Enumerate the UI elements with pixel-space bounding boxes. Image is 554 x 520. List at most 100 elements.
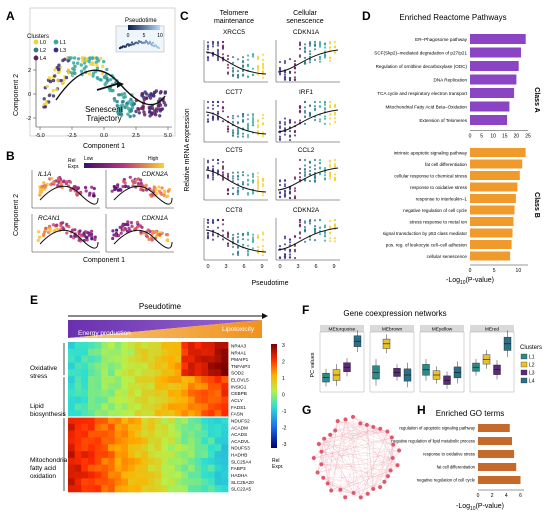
expression-point bbox=[241, 187, 245, 191]
heatmap-cell bbox=[181, 410, 189, 418]
expression-scale-title: Rel Expr. bbox=[68, 158, 79, 170]
heatmap-cell bbox=[181, 485, 189, 493]
heatmap-cell bbox=[88, 457, 96, 465]
heatmap-cell bbox=[148, 485, 156, 493]
expression-point bbox=[211, 172, 215, 175]
cell-point bbox=[153, 111, 157, 116]
gene-name: CCT5 bbox=[226, 147, 243, 154]
expression-point bbox=[221, 218, 225, 222]
heatmap-cell bbox=[121, 444, 129, 452]
network-edge bbox=[324, 438, 374, 490]
heatmap-cell bbox=[148, 382, 156, 390]
cell-point bbox=[113, 187, 117, 191]
expression-point bbox=[221, 45, 225, 49]
expression-point bbox=[328, 117, 332, 120]
trajectory-curve bbox=[113, 185, 173, 205]
expression-point bbox=[251, 116, 255, 120]
expression-point bbox=[333, 163, 337, 166]
heatmap-cell bbox=[214, 355, 222, 363]
heatmap-cell bbox=[208, 348, 216, 356]
heatmap-cell bbox=[194, 485, 202, 493]
expression-point bbox=[206, 57, 210, 60]
cell-point bbox=[95, 63, 99, 68]
heatmap-cell bbox=[181, 417, 189, 425]
expression-point bbox=[206, 120, 210, 123]
heatmap-cell bbox=[81, 396, 89, 404]
heatmap-cell bbox=[68, 478, 76, 486]
class-a-category: SCF(Skp2)–mediated degradation of p27/p2… bbox=[374, 51, 467, 56]
heatmap-cell bbox=[141, 464, 149, 472]
heatmap-cell bbox=[134, 451, 142, 459]
trend-line bbox=[205, 111, 267, 135]
expression-point bbox=[261, 135, 265, 138]
heatmap-cell bbox=[128, 382, 136, 390]
heatmap-cell bbox=[141, 437, 149, 445]
heatmap-cell bbox=[141, 471, 149, 479]
expression-point bbox=[288, 138, 292, 142]
heatmap-cell bbox=[101, 423, 109, 431]
expression-point bbox=[308, 61, 312, 64]
cell-point bbox=[82, 232, 86, 236]
heatmap-cell bbox=[141, 478, 149, 486]
heatmap-cell bbox=[148, 444, 156, 452]
expression-point bbox=[278, 60, 282, 64]
heatmap-cell bbox=[101, 410, 109, 418]
cell-point bbox=[114, 233, 118, 237]
expression-point bbox=[328, 173, 332, 176]
heatmap-cell bbox=[68, 417, 76, 425]
class-b-category: stress response to metal ion bbox=[410, 220, 468, 225]
expression-point bbox=[283, 253, 287, 256]
legend-label: L4 bbox=[529, 379, 535, 385]
expression-point bbox=[236, 127, 240, 130]
heatmap-cell bbox=[134, 485, 142, 493]
expression-point bbox=[236, 186, 240, 189]
heatmap-cell bbox=[148, 348, 156, 356]
expression-point bbox=[231, 253, 235, 256]
expression-point bbox=[283, 179, 287, 182]
expression-point bbox=[278, 68, 282, 71]
heatmap-cell bbox=[94, 464, 102, 472]
expression-point bbox=[288, 253, 292, 256]
expression-point bbox=[298, 232, 302, 235]
cell-point bbox=[87, 72, 92, 76]
legend-swatch bbox=[520, 377, 528, 384]
heatmap-cell bbox=[108, 403, 116, 411]
expression-point bbox=[318, 40, 322, 44]
heatmap-cell bbox=[221, 382, 229, 390]
expression-point bbox=[256, 124, 260, 127]
cell-point bbox=[52, 229, 56, 233]
cluster-label: L3 bbox=[60, 48, 66, 54]
expression-point bbox=[323, 122, 327, 125]
heatmap-cell bbox=[94, 471, 102, 479]
expression-point bbox=[293, 235, 297, 238]
expression-point bbox=[278, 256, 282, 259]
heatmap-cell bbox=[161, 376, 169, 384]
panel-d-letter: D bbox=[362, 9, 371, 23]
heatmap-cell bbox=[88, 417, 96, 425]
expression-point bbox=[288, 191, 292, 194]
expression-point bbox=[298, 178, 302, 181]
expression-point bbox=[318, 100, 322, 104]
cell-point bbox=[129, 108, 134, 113]
expression-point bbox=[283, 121, 287, 124]
heatmap-cell bbox=[181, 369, 189, 377]
expression-point bbox=[241, 112, 245, 116]
expression-point bbox=[303, 115, 307, 118]
heatmap-cell bbox=[168, 430, 176, 438]
heatmap-cell bbox=[221, 464, 229, 472]
cell-point bbox=[163, 90, 168, 94]
expression-point bbox=[308, 112, 312, 115]
cell-point bbox=[111, 229, 115, 233]
expression-point bbox=[278, 245, 282, 248]
expression-point bbox=[328, 240, 332, 243]
heatmap-cell bbox=[188, 444, 196, 452]
cell-point bbox=[128, 175, 132, 179]
class-b-category: cellular response to chemical stress bbox=[394, 174, 467, 179]
heatmap-cell bbox=[141, 430, 149, 438]
expression-point bbox=[288, 248, 292, 251]
cell-point bbox=[121, 228, 126, 232]
heatmap-cell bbox=[221, 342, 229, 350]
expression-point bbox=[226, 72, 230, 75]
cell-point bbox=[90, 56, 95, 60]
heatmap-cell bbox=[101, 396, 109, 404]
